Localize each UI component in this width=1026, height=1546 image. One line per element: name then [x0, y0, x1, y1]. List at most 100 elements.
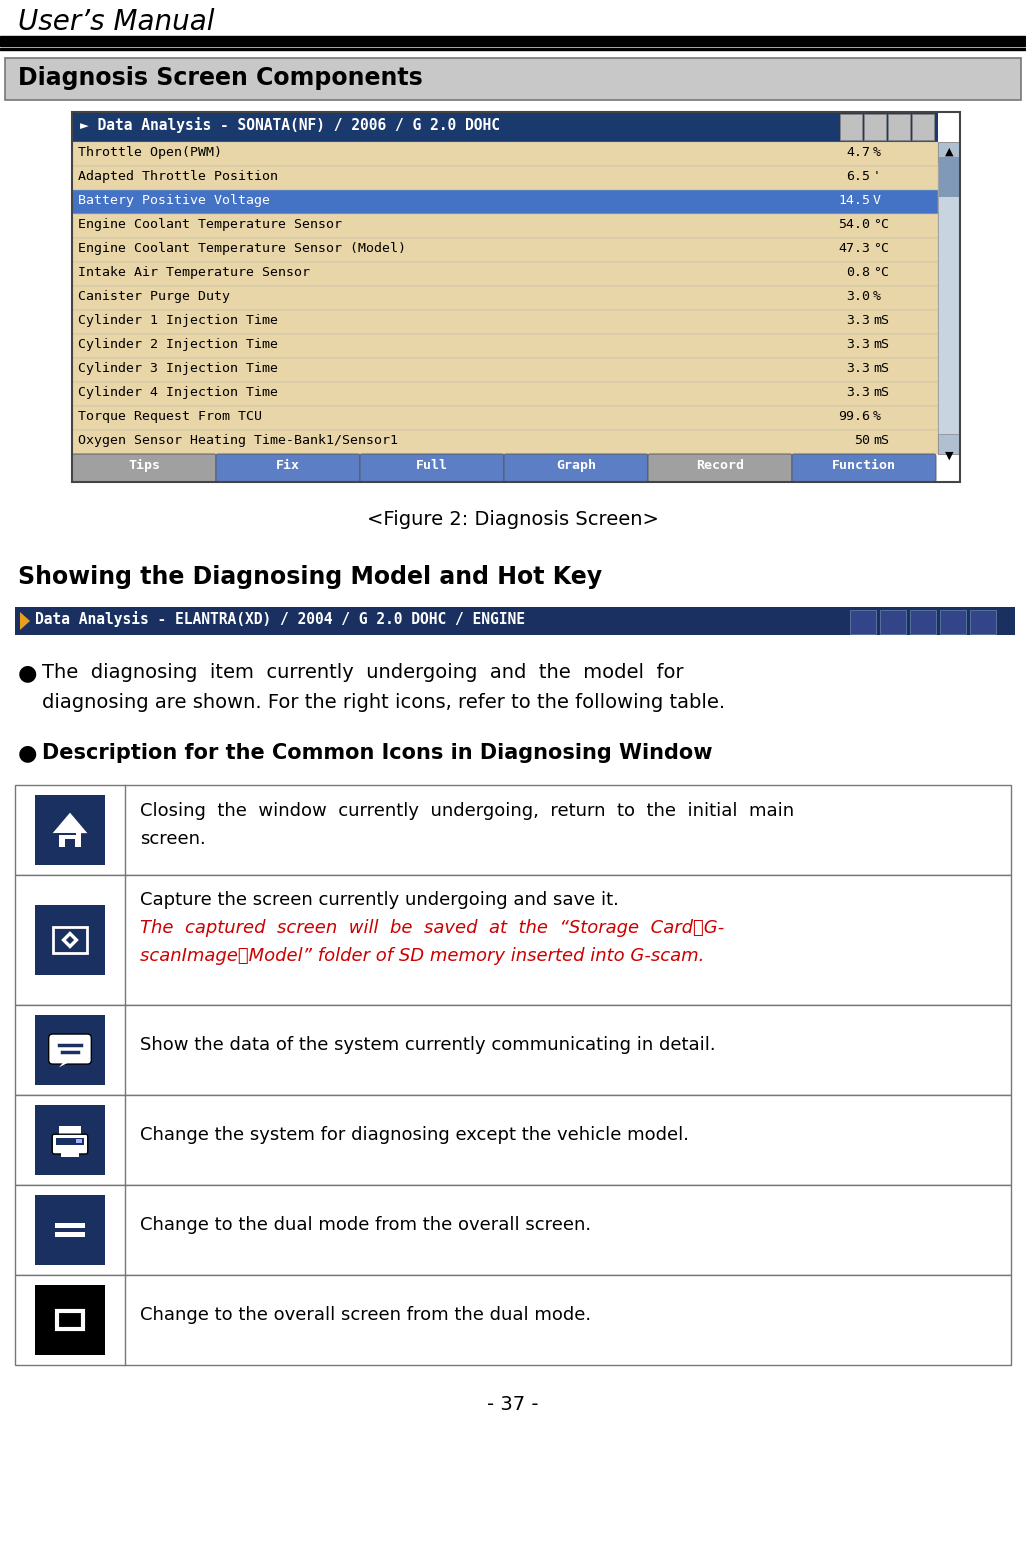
Text: %: % — [873, 291, 881, 303]
Polygon shape — [62, 931, 79, 949]
Text: Change the system for diagnosing except the vehicle model.: Change the system for diagnosing except … — [140, 1125, 689, 1144]
Text: ▲: ▲ — [945, 147, 953, 158]
Bar — [72, 111, 938, 142]
Text: Battery Positive Voltage: Battery Positive Voltage — [78, 193, 270, 207]
Text: Record: Record — [696, 459, 744, 472]
Bar — [5, 59, 1021, 100]
Text: ': ' — [873, 170, 881, 182]
Bar — [72, 407, 938, 430]
Text: Cylinder 4 Injection Time: Cylinder 4 Injection Time — [78, 386, 278, 399]
Text: Capture the screen currently undergoing and save it.: Capture the screen currently undergoing … — [140, 890, 619, 909]
Polygon shape — [19, 612, 30, 631]
Bar — [0, 48, 1026, 49]
Bar — [61, 1150, 79, 1158]
Text: Change to the dual mode from the overall screen.: Change to the dual mode from the overall… — [140, 1217, 591, 1234]
Bar — [939, 158, 959, 196]
Polygon shape — [58, 1061, 73, 1067]
Text: Full: Full — [416, 459, 448, 472]
Text: mS: mS — [873, 386, 889, 399]
Text: - 37 -: - 37 - — [487, 1394, 539, 1415]
FancyBboxPatch shape — [648, 455, 792, 482]
Bar — [66, 838, 75, 847]
FancyBboxPatch shape — [216, 455, 360, 482]
Text: The  diagnosing  item  currently  undergoing  and  the  model  for: The diagnosing item currently undergoing… — [42, 663, 683, 682]
Bar — [72, 311, 938, 334]
Text: 4.7: 4.7 — [846, 145, 870, 159]
Bar — [880, 611, 906, 634]
Text: Engine Coolant Temperature Sensor: Engine Coolant Temperature Sensor — [78, 218, 342, 230]
Text: %: % — [873, 410, 881, 424]
Bar — [15, 785, 1011, 875]
Text: 6.5: 6.5 — [846, 170, 870, 182]
Text: mS: mS — [873, 339, 889, 351]
Bar — [72, 190, 938, 213]
Bar — [72, 382, 938, 407]
Bar — [54, 1223, 85, 1229]
Text: Oxygen Sensor Heating Time-Bank1/Sensor1: Oxygen Sensor Heating Time-Bank1/Sensor1 — [78, 434, 398, 447]
Text: 47.3: 47.3 — [838, 243, 870, 255]
Text: 54.0: 54.0 — [838, 218, 870, 230]
Bar — [35, 795, 105, 866]
Text: Function: Function — [832, 459, 896, 472]
Text: Closing  the  window  currently  undergoing,  return  to  the  initial  main: Closing the window currently undergoing,… — [140, 802, 794, 819]
Bar — [76, 1139, 82, 1142]
Bar — [15, 875, 1011, 1005]
Text: Canister Purge Duty: Canister Purge Duty — [78, 291, 230, 303]
Text: 0.8: 0.8 — [846, 266, 870, 278]
Text: Diagnosis Screen Components: Diagnosis Screen Components — [18, 66, 423, 90]
Bar — [72, 430, 938, 455]
Text: scanImage⧹Model” folder of SD memory inserted into G-scam.: scanImage⧹Model” folder of SD memory ins… — [140, 948, 705, 965]
Text: ► Data Analysis - SONATA(NF) / 2006 / G 2.0 DOHC: ► Data Analysis - SONATA(NF) / 2006 / G … — [80, 117, 500, 133]
Text: °C: °C — [873, 266, 889, 278]
Bar — [72, 165, 938, 190]
Text: 14.5: 14.5 — [838, 193, 870, 207]
Bar — [910, 611, 936, 634]
Text: V: V — [873, 193, 881, 207]
Text: Tips: Tips — [128, 459, 160, 472]
FancyBboxPatch shape — [72, 455, 216, 482]
Bar — [864, 114, 886, 141]
Text: Showing the Diagnosing Model and Hot Key: Showing the Diagnosing Model and Hot Key — [18, 564, 602, 589]
Bar — [15, 1005, 1011, 1095]
Bar — [938, 142, 960, 162]
Bar — [940, 611, 966, 634]
Bar — [72, 213, 938, 238]
Bar — [0, 36, 1026, 46]
Bar — [15, 1095, 1011, 1184]
Text: 3.3: 3.3 — [846, 339, 870, 351]
Bar — [54, 833, 76, 835]
Text: Engine Coolant Temperature Sensor (Model): Engine Coolant Temperature Sensor (Model… — [78, 243, 406, 255]
Bar — [35, 904, 105, 976]
Bar — [72, 261, 938, 286]
Text: ●: ● — [18, 744, 37, 764]
Bar — [58, 1127, 81, 1138]
Bar — [938, 434, 960, 455]
Bar — [35, 1285, 105, 1354]
Text: ●: ● — [18, 663, 37, 683]
Text: 99.6: 99.6 — [838, 410, 870, 424]
Bar — [72, 359, 938, 382]
Text: Torque Request From TCU: Torque Request From TCU — [78, 410, 262, 424]
Bar — [938, 142, 960, 455]
FancyBboxPatch shape — [52, 1135, 88, 1153]
Text: °C: °C — [873, 243, 889, 255]
Bar — [35, 1195, 105, 1265]
Bar — [850, 611, 876, 634]
Text: Graph: Graph — [556, 459, 596, 472]
Bar — [15, 608, 1015, 635]
Bar — [58, 833, 81, 847]
Text: diagnosing are shown. For the right icons, refer to the following table.: diagnosing are shown. For the right icon… — [42, 693, 725, 713]
Text: °C: °C — [873, 218, 889, 230]
Text: ▼: ▼ — [945, 451, 953, 461]
Text: 3.3: 3.3 — [846, 362, 870, 376]
Bar — [887, 114, 910, 141]
Text: Cylinder 2 Injection Time: Cylinder 2 Injection Time — [78, 339, 278, 351]
Bar — [970, 611, 996, 634]
Text: mS: mS — [873, 314, 889, 328]
Polygon shape — [66, 935, 74, 945]
FancyBboxPatch shape — [48, 1034, 91, 1064]
Bar — [15, 1184, 1011, 1275]
Text: screen.: screen. — [140, 830, 206, 849]
Bar — [54, 1232, 85, 1237]
Text: Change to the overall screen from the dual mode.: Change to the overall screen from the du… — [140, 1306, 591, 1323]
